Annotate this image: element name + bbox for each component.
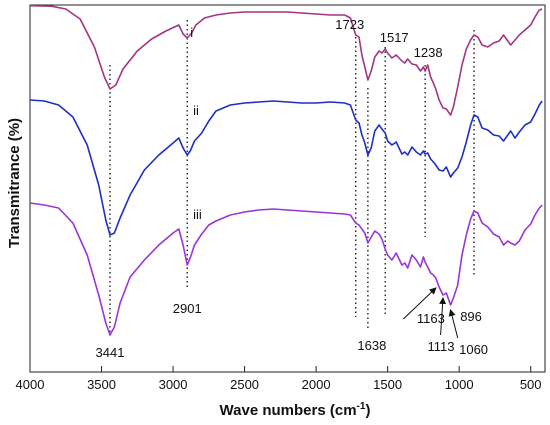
x-axis-title-superscript: -1 [357, 401, 366, 412]
peak-arrow [439, 297, 447, 336]
series-line-ii [29, 99, 543, 236]
x-tick-label: 4000 [16, 377, 45, 392]
x-tick-label: 3500 [87, 377, 116, 392]
plot-frame [29, 4, 546, 373]
x-tick-label: 3000 [159, 377, 188, 392]
x-tick-label: 1500 [373, 377, 402, 392]
peak-label: 1723 [335, 17, 364, 32]
peak-label: 1517 [380, 30, 409, 45]
peak-label: 1163 [417, 311, 445, 326]
peak-label: 1113 [428, 339, 455, 354]
peak-arrow [403, 287, 437, 320]
series-line-i [29, 4, 543, 116]
peak-label: 1638 [357, 338, 386, 353]
y-axis-title: Transmitrance (%) [6, 118, 23, 248]
peak-label: 1060 [459, 342, 488, 357]
peak-arrow [448, 309, 459, 339]
peak-label: 2901 [173, 301, 202, 316]
series-label-iii: iii [193, 207, 202, 222]
x-tick-label: 2000 [302, 377, 331, 392]
peak-label: 1238 [414, 45, 443, 60]
series-label-ii: ii [193, 103, 199, 118]
x-tick-label: 500 [520, 377, 542, 392]
x-tick-label: 2500 [230, 377, 259, 392]
plot-area: 4000 3500 3000 2500 2000 1500 1000 500iiiiii344… [16, 4, 546, 392]
series-label-i: i [190, 25, 193, 40]
series-line-iii [29, 202, 543, 336]
x-tick-label: 1000 [445, 377, 474, 392]
x-axis-title-text: Wave numbers (cm [220, 402, 357, 419]
x-axis-title-tail: ) [365, 402, 370, 419]
peak-label: 896 [460, 309, 482, 324]
peak-label: 3441 [96, 345, 125, 360]
x-axis-title: Wave numbers (cm-1) [220, 401, 371, 419]
